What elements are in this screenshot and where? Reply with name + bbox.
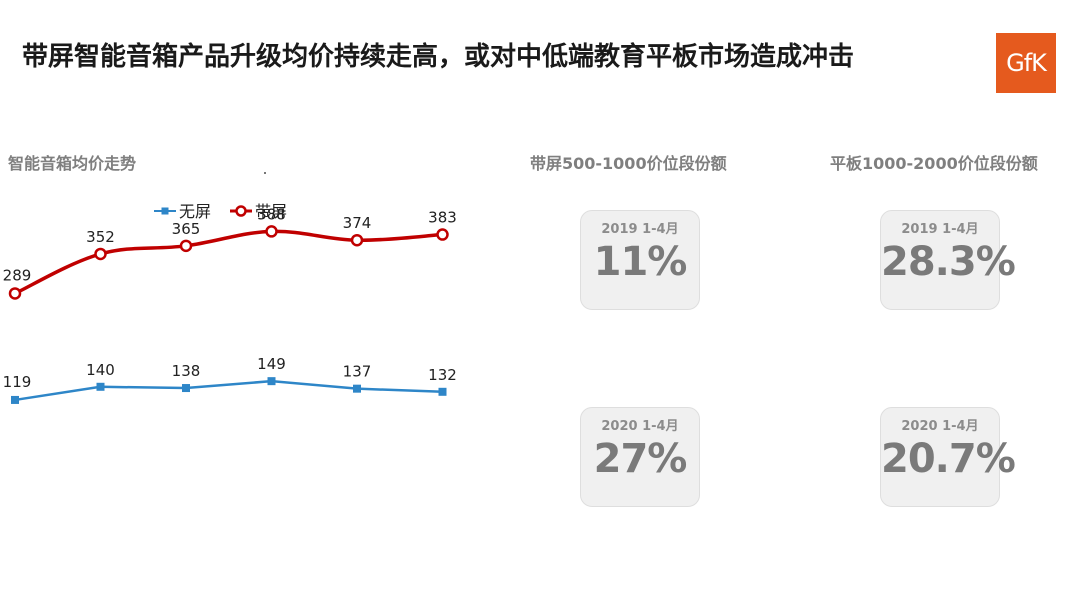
chart-markers — [8, 225, 449, 404]
legend-marker — [161, 207, 169, 215]
data-label: 388 — [257, 205, 286, 223]
data-label: 352 — [86, 228, 115, 246]
legend-label: 带屏 — [255, 202, 287, 221]
chart-title: 智能音箱均价走势 — [8, 154, 137, 173]
stat-period: 2020 1-4月 — [601, 419, 679, 434]
data-label: 137 — [343, 363, 372, 381]
data-point — [438, 387, 447, 396]
stat-card-tablet-2019: 2019 1-4月 28.3% — [880, 210, 1016, 310]
data-label: 365 — [172, 220, 201, 238]
stat-card-tablet-2020: 2020 1-4月 20.7% — [880, 407, 1016, 507]
screen-share-title: 带屏500-1000价位段份额 — [530, 154, 727, 173]
series-line-1 — [14, 229, 443, 296]
data-point — [182, 384, 190, 393]
stat-period: 2019 1-4月 — [601, 222, 679, 237]
legend-label: 无屏 — [179, 202, 211, 221]
data-label: 140 — [86, 361, 115, 379]
data-point — [350, 233, 364, 247]
stat-value: 28.3% — [881, 239, 1016, 285]
data-label: 132 — [428, 366, 457, 384]
price-trend-chart: 无屏 带屏 119 140 138 149 137 132 289 352 365 388 374 38… — [3, 202, 457, 404]
data-point — [267, 377, 276, 386]
data-point — [94, 247, 107, 261]
logo-text: GfK — [1006, 49, 1047, 77]
data-point — [353, 384, 361, 393]
data-point — [436, 228, 449, 241]
gfk-logo: GfK — [996, 33, 1056, 93]
data-label: 374 — [343, 214, 372, 232]
data-label: 138 — [172, 362, 201, 380]
chart-point-labels: 119 140 138 149 137 132 289 352 365 388 374 383 — [3, 205, 457, 391]
stat-value: 11% — [593, 239, 688, 285]
series-line-0 — [14, 379, 443, 402]
stat-card-screen-2019: 2019 1-4月 11% — [580, 210, 700, 310]
stat-period: 2019 1-4月 — [901, 222, 979, 237]
tablet-share-title: 平板1000-2000价位段份额 — [830, 154, 1038, 173]
stat-value: 27% — [593, 436, 688, 482]
chart-lines — [14, 229, 443, 402]
data-point — [96, 382, 105, 391]
stat-card-screen-2020: 2020 1-4月 27% — [580, 407, 700, 507]
data-label: 383 — [428, 209, 457, 227]
legend-marker — [235, 205, 247, 217]
stat-value: 20.7% — [881, 436, 1016, 482]
page-title: 带屏智能音箱产品升级均价持续走高，或对中低端教育平板市场造成冲击 — [22, 42, 855, 72]
stray-dot — [264, 172, 266, 174]
data-point — [8, 287, 22, 300]
data-label: 149 — [257, 355, 286, 373]
data-point — [179, 239, 193, 253]
data-point — [11, 395, 19, 404]
data-label: 119 — [3, 373, 32, 391]
data-point — [265, 225, 278, 238]
data-label: 289 — [3, 266, 32, 284]
chart-legend: 无屏 带屏 — [154, 202, 287, 221]
stat-period: 2020 1-4月 — [901, 419, 979, 434]
